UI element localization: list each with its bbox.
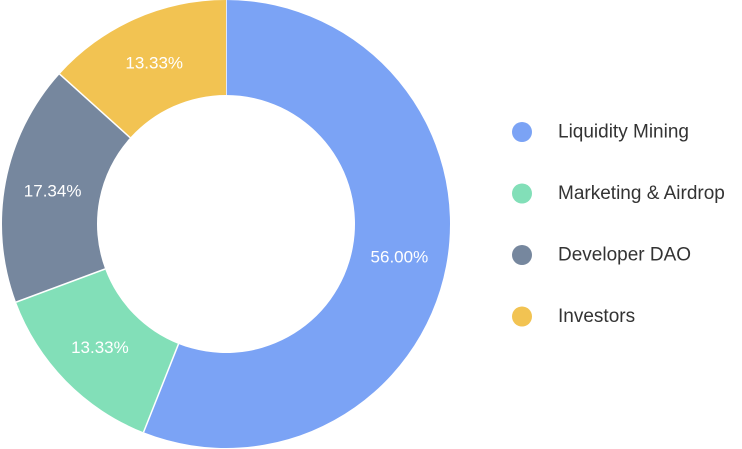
- legend-label: Developer DAO: [558, 245, 691, 266]
- legend-item-investors: Investors: [512, 306, 635, 327]
- legend-item-marketing-and-airdrop: Marketing & Airdrop: [512, 183, 725, 204]
- legend-swatch: [512, 306, 532, 327]
- donut-slice-marketing-and-airdrop: [16, 268, 179, 433]
- donut-slice-developer-dao: [1, 74, 131, 303]
- slice-label-liquidity-mining: 56.00%: [371, 248, 429, 267]
- donut-slice-liquidity-mining: [143, 0, 450, 448]
- legend-label: Marketing & Airdrop: [558, 183, 725, 204]
- slice-label-investors: 13.33%: [125, 53, 183, 72]
- legend-swatch: [512, 183, 532, 204]
- donut-slice-investors: [59, 0, 226, 138]
- legend-swatch: [512, 245, 532, 265]
- legend-swatch: [512, 122, 532, 142]
- legend-label: Liquidity Mining: [558, 122, 689, 143]
- legend-label: Investors: [558, 306, 635, 327]
- slice-label-developer-dao: 17.34%: [24, 181, 82, 200]
- slice-separator: [15, 268, 106, 303]
- slices-layer: [1, 0, 450, 448]
- slice-label-marketing-and-airdrop: 13.33%: [71, 338, 129, 357]
- legend-item-liquidity-mining: Liquidity Mining: [512, 122, 689, 143]
- slice-separator: [142, 343, 180, 433]
- legend: Liquidity Mining Marketing & Airdrop Devel…: [512, 122, 725, 327]
- slice-separator: [59, 73, 131, 139]
- slice-labels-layer: 56.00% 13.33% 17.34% 13.33%: [24, 53, 428, 357]
- legend-item-developer-dao: Developer DAO: [512, 245, 691, 266]
